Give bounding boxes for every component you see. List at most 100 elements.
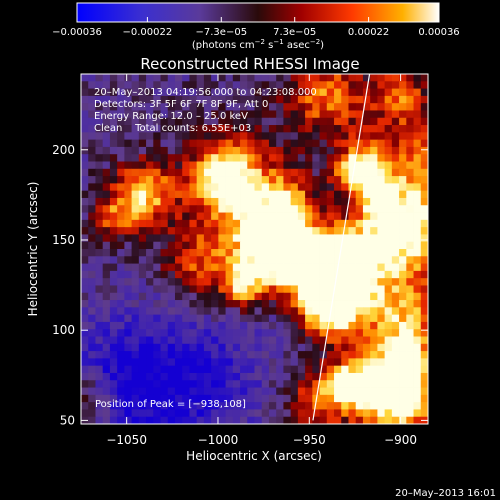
heatmap-cell (138, 168, 147, 177)
heatmap-cell (88, 321, 96, 330)
heatmap-cell (276, 292, 284, 301)
heatmap-cell (131, 103, 140, 111)
heatmap-cell (413, 365, 422, 374)
heatmap-cell (138, 351, 147, 359)
heatmap-cell (102, 190, 111, 199)
heatmap-cell (117, 110, 125, 119)
heatmap-cell (406, 227, 414, 235)
heatmap-cell (283, 292, 292, 301)
x-axis-label: Heliocentric X (arcsec) (186, 449, 322, 463)
heatmap-cell (81, 300, 89, 308)
heatmap-cell (232, 139, 241, 148)
heatmap-cell (167, 358, 176, 367)
heatmap-cell (232, 321, 241, 330)
heatmap-cell (182, 168, 190, 177)
heatmap-cell (290, 300, 299, 308)
heatmap-cell (283, 365, 292, 374)
heatmap-cell (240, 409, 248, 418)
heatmap-cell (232, 190, 241, 199)
heatmap-cell (420, 176, 428, 184)
heatmap-cell (109, 249, 118, 257)
colorbar-tick-label: 7.3e−05 (273, 27, 316, 38)
heatmap-cell (355, 256, 364, 264)
heatmap-cell (153, 263, 161, 272)
heatmap-cell (334, 139, 342, 148)
heatmap-cell (326, 219, 335, 228)
heatmap-cell (355, 88, 364, 97)
heatmap-cell (167, 227, 176, 235)
heatmap-cell (268, 241, 277, 250)
heatmap-cell (167, 81, 176, 89)
heatmap-cell (348, 88, 357, 97)
heatmap-cell (305, 336, 313, 345)
heatmap-cell (406, 241, 414, 250)
heatmap-cell (362, 263, 371, 272)
heatmap-cell (131, 241, 140, 250)
heatmap-cell (81, 343, 89, 352)
heatmap-cell (420, 154, 428, 162)
heatmap-cell (413, 329, 422, 337)
heatmap-cell (406, 110, 414, 119)
heatmap-cell (326, 343, 335, 352)
heatmap-cell (341, 205, 349, 213)
heatmap-cell (341, 161, 349, 170)
heatmap-cell (160, 176, 169, 184)
heatmap-cell (413, 132, 422, 141)
heatmap-cell (146, 387, 154, 396)
heatmap-cell (276, 227, 284, 235)
heatmap-cell (326, 103, 335, 111)
heatmap-cell (406, 183, 414, 192)
heatmap-cell (146, 249, 154, 257)
heatmap-cell (341, 74, 349, 82)
heatmap-cell (370, 409, 378, 418)
heatmap-cell (240, 241, 248, 250)
heatmap-cell (182, 372, 190, 381)
heatmap-cell (203, 321, 212, 330)
heatmap-cell (189, 146, 198, 155)
heatmap-cell (174, 241, 183, 250)
heatmap-cell (232, 336, 241, 345)
heatmap-cell (420, 394, 428, 403)
heatmap-cell (160, 300, 169, 308)
heatmap-cell (283, 190, 292, 199)
heatmap-cell (109, 205, 118, 213)
heatmap-cell (326, 212, 335, 221)
y-tick-label: 200 (52, 143, 75, 157)
heatmap-cell (413, 270, 422, 279)
heatmap-cell (399, 249, 407, 257)
heatmap-cell (334, 146, 342, 155)
heatmap-cell (196, 95, 205, 104)
heatmap-cell (254, 241, 263, 250)
heatmap-cell (312, 343, 320, 352)
heatmap-cell (406, 168, 414, 177)
heatmap-cell (146, 321, 154, 330)
heatmap-cell (138, 409, 147, 418)
heatmap-cell (268, 321, 277, 330)
heatmap-cell (88, 146, 96, 155)
heatmap-cell (377, 249, 386, 257)
heatmap-cell (131, 95, 140, 104)
heatmap-cell (268, 249, 277, 257)
annotation-detectors: Detectors: 3F 5F 6F 7F 8F 9F, Att 0 (94, 99, 268, 110)
heatmap-cell (153, 205, 161, 213)
heatmap-cell (355, 285, 364, 294)
heatmap-cell (384, 387, 393, 396)
heatmap-cell (312, 139, 320, 148)
heatmap-cell (326, 132, 335, 141)
heatmap-cell (305, 249, 313, 257)
heatmap-cell (247, 161, 255, 170)
heatmap-cell (81, 132, 89, 141)
heatmap-cell (232, 314, 241, 323)
heatmap-cell (196, 278, 205, 286)
heatmap-cell (391, 351, 400, 359)
heatmap-cell (370, 110, 378, 119)
heatmap-cell (341, 394, 349, 403)
heatmap-cell (225, 117, 234, 126)
heatmap-cell (211, 380, 219, 388)
heatmap-cell (283, 74, 292, 82)
heatmap-cell (189, 402, 198, 410)
heatmap-cell (196, 146, 205, 155)
heatmap-cell (319, 227, 328, 235)
heatmap-cell (153, 416, 161, 424)
heatmap-cell (102, 394, 111, 403)
